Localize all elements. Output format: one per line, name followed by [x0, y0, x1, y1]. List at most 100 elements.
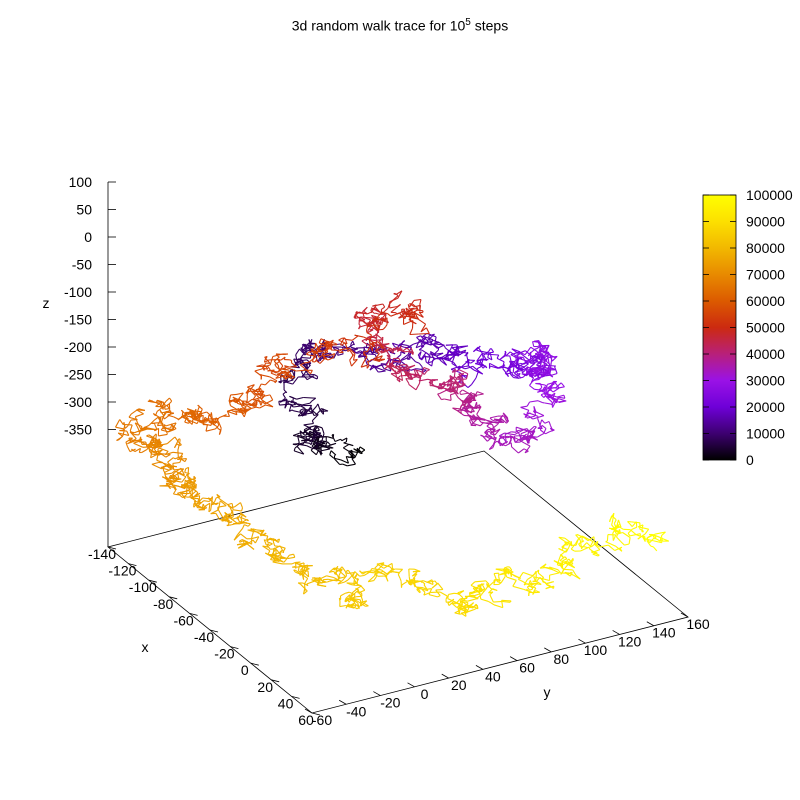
walk-segment	[418, 375, 422, 384]
walk-segment	[459, 601, 466, 603]
walk-segment	[323, 357, 329, 361]
walk-segment	[404, 365, 408, 369]
walk-segment	[154, 424, 158, 430]
walk-segment	[353, 448, 362, 455]
walk-segment	[538, 373, 545, 380]
walk-segment	[160, 415, 165, 423]
x-tick-label: -20	[214, 646, 234, 662]
walk-segment	[485, 419, 492, 424]
walk-segment	[590, 540, 599, 548]
walk-segment	[238, 392, 244, 400]
walk-segment	[300, 359, 307, 365]
walk-segment	[150, 448, 154, 458]
walk-segment	[348, 606, 352, 608]
walk-segment	[398, 368, 404, 371]
walk-segment	[526, 582, 534, 585]
walk-segment	[476, 597, 479, 600]
walk-segment	[303, 424, 312, 429]
walk-segment	[160, 465, 169, 468]
walk-segment	[561, 544, 565, 551]
walk-segment	[404, 311, 412, 318]
walk-segment	[342, 575, 348, 581]
walk-segment	[270, 555, 277, 562]
walk-segment	[531, 357, 539, 363]
walk-segment	[487, 352, 490, 358]
walk-segment	[157, 447, 160, 450]
walk-segment	[178, 441, 182, 446]
walk-segment	[129, 424, 133, 432]
chart-title-text: 3d random walk trace for 10	[291, 17, 466, 34]
walk-segment	[518, 448, 525, 454]
walk-segment	[535, 590, 540, 593]
walk-segment	[488, 444, 494, 450]
walk-segment	[307, 570, 310, 577]
walk-segment	[466, 352, 469, 356]
walk-segment	[389, 297, 399, 303]
walk-segment	[393, 360, 401, 363]
walk-segment	[211, 421, 215, 424]
walk-segment	[418, 351, 422, 359]
walk-segment	[350, 340, 354, 345]
walk-segment	[386, 571, 391, 576]
walk-segment	[298, 358, 301, 360]
walk-segment	[295, 402, 303, 406]
walk-segment	[266, 541, 273, 545]
walk-segment	[310, 449, 317, 456]
walk-segment	[359, 574, 365, 577]
walk-segment	[441, 398, 445, 401]
walk-segment	[322, 354, 332, 357]
walk-segment	[276, 366, 281, 371]
walk-segment	[361, 601, 369, 607]
x-tick-label: 0	[241, 662, 249, 678]
walk-segment	[282, 393, 286, 399]
walk-segment	[456, 344, 460, 349]
walk-segment	[165, 472, 172, 475]
walk-segment	[411, 317, 419, 320]
walk-segment	[570, 542, 577, 550]
y-tick	[509, 656, 518, 661]
walk-segment	[543, 358, 550, 365]
walk-segment	[490, 348, 495, 353]
walk-segment	[361, 338, 366, 342]
walk-segment	[313, 425, 317, 431]
walk-segment	[176, 472, 180, 480]
z-tick-label: -200	[64, 339, 92, 355]
walk-segment	[277, 359, 284, 367]
walk-segment	[504, 566, 514, 573]
walk-segment	[636, 534, 641, 537]
walk-segment	[301, 347, 306, 353]
walk-segment	[357, 589, 366, 594]
y-tick	[646, 621, 655, 627]
walk-segment	[287, 367, 297, 372]
walk-segment	[541, 371, 544, 374]
walk-segment	[231, 516, 240, 521]
walk-segment	[558, 394, 565, 398]
walk-segment	[464, 405, 470, 408]
walk-segment	[310, 370, 313, 375]
walk-segment	[520, 405, 528, 408]
walk-segment	[375, 322, 379, 325]
walk-segment	[355, 314, 363, 321]
walk-segment	[264, 399, 273, 405]
walk-segment	[116, 439, 119, 442]
walk-segment	[535, 357, 540, 365]
walk-segment	[526, 366, 535, 371]
walk-segment	[535, 350, 544, 355]
walk-segment	[300, 583, 308, 592]
walk-segment	[341, 346, 344, 349]
walk-segment	[458, 385, 463, 388]
walk-segment	[474, 391, 478, 398]
walk-segment	[510, 351, 521, 356]
walk-segment	[469, 590, 479, 595]
walk-segment	[437, 582, 444, 590]
walk-segment	[489, 415, 498, 419]
walk-segment	[269, 394, 274, 401]
walk-segment	[533, 587, 537, 592]
walk-segment	[460, 392, 467, 396]
walk-segment	[552, 372, 558, 376]
walk-segment	[564, 556, 568, 560]
walk-segment	[340, 592, 346, 597]
walk-segment	[295, 569, 302, 575]
walk-segment	[311, 442, 317, 447]
walk-segment	[329, 450, 332, 455]
